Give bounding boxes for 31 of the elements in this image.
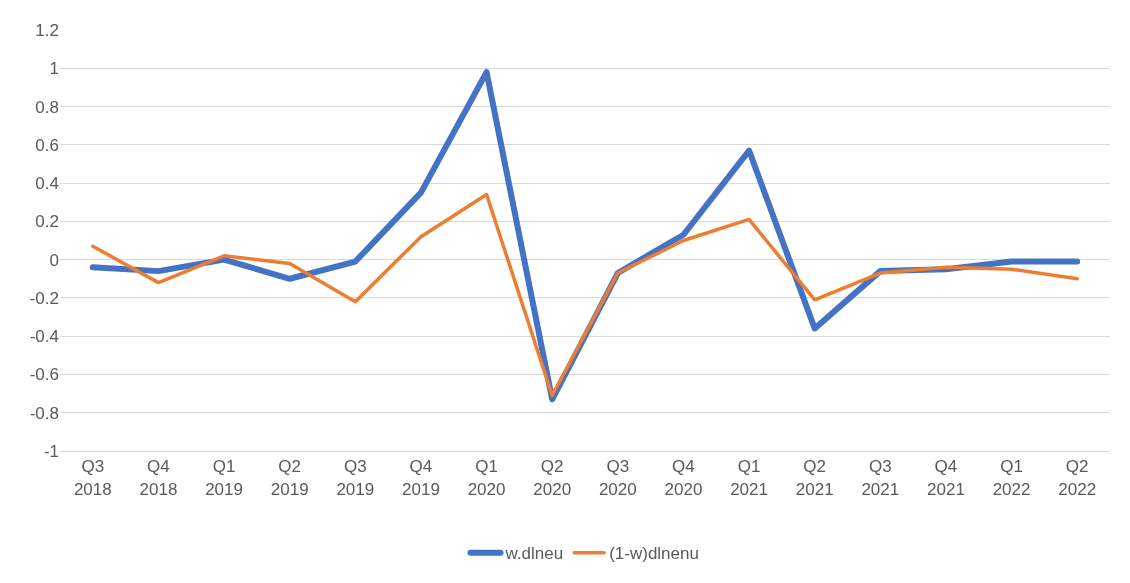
x-tick-label: Q1 2022 xyxy=(992,457,1031,499)
y-tick-label: 1.2 xyxy=(35,20,59,40)
x-tick-label: Q3 2018 xyxy=(73,457,112,499)
x-tick-label: Q1 2020 xyxy=(467,457,506,499)
x-tick-label: Q4 2018 xyxy=(139,457,178,499)
x-tick-label: Q4 2020 xyxy=(664,457,703,499)
x-tick-label: Q1 2019 xyxy=(205,457,243,499)
y-tick-label: -0.4 xyxy=(29,327,59,347)
x-tick-label: Q2 2020 xyxy=(533,457,572,499)
line-series xyxy=(91,192,1079,398)
x-tick-label: Q3 2020 xyxy=(598,457,637,499)
y-tick-label: -1 xyxy=(43,441,59,461)
y-tick-label: 0.6 xyxy=(35,135,59,155)
y-tick-label: 0.4 xyxy=(35,174,59,194)
y-tick-label: 0 xyxy=(49,250,59,270)
x-tick-label: Q1 2021 xyxy=(730,457,768,499)
legend-label: (1-w)dlnenu xyxy=(609,544,699,564)
y-tick-label: -0.6 xyxy=(29,365,59,385)
x-tick-label: Q2 2021 xyxy=(795,457,834,499)
x-tick-label: Q2 2022 xyxy=(1058,457,1097,499)
x-tick-label: Q4 2019 xyxy=(402,457,440,499)
y-tick-label: -0.2 xyxy=(29,288,59,308)
x-tick-label: Q2 2019 xyxy=(270,457,309,499)
x-tick-label: Q4 2021 xyxy=(927,457,965,499)
y-tick-label: 0.2 xyxy=(35,212,59,232)
y-tick-label: -0.8 xyxy=(29,403,59,423)
x-tick-label: Q3 2019 xyxy=(336,457,375,499)
y-tick-label: 0.8 xyxy=(35,97,59,117)
y-tick-label: 1 xyxy=(49,59,59,79)
x-tick-label: Q3 2021 xyxy=(861,457,900,499)
legend-label: w.dlneu xyxy=(504,544,564,564)
